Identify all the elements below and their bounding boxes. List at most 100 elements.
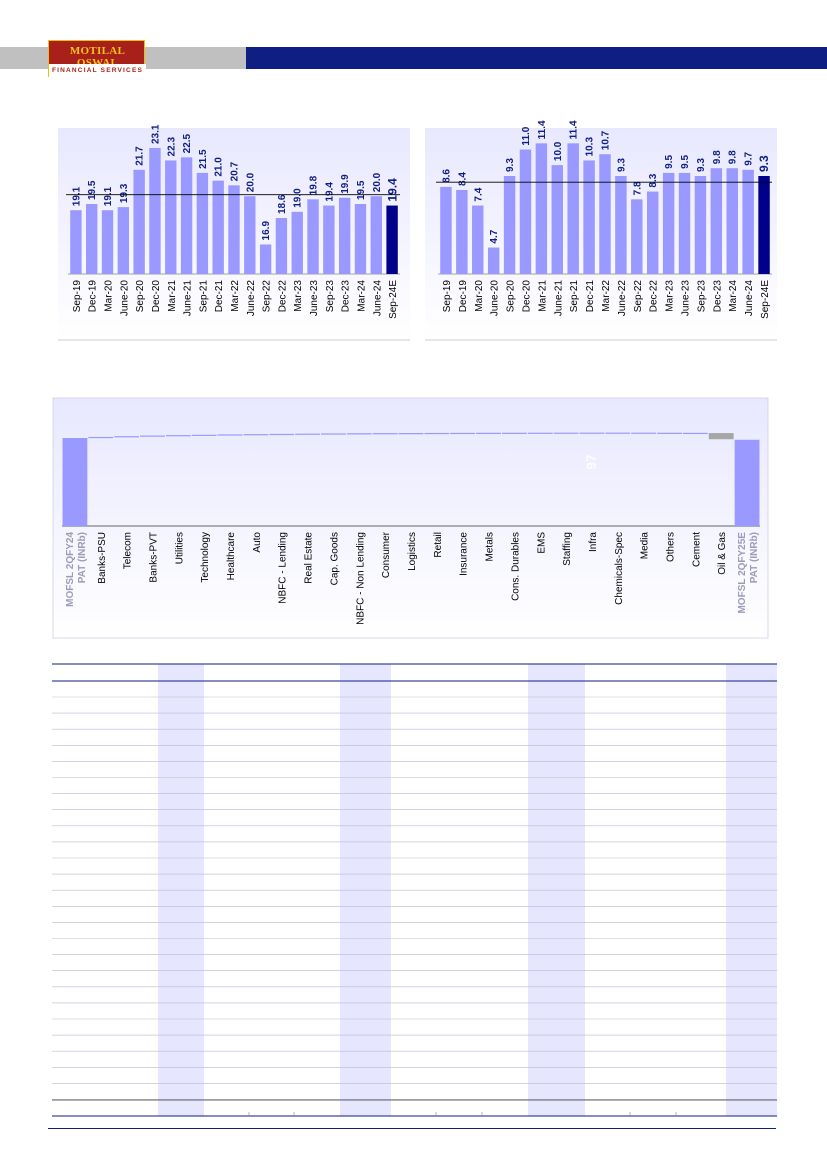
chart-3-category-label: Real Estate (304, 532, 315, 584)
chart-2-bar (694, 176, 707, 274)
chart-3-bar (527, 432, 553, 434)
chart-1-category-label: Dec-22 (277, 280, 288, 313)
chart-1-category-label: Mar-24 (356, 280, 367, 312)
chart-2-data-label: 8.6 (441, 169, 452, 183)
chart-1-bar (323, 205, 335, 274)
footer-divider (48, 1128, 776, 1129)
chart-3-bar (243, 434, 269, 436)
chart-2-category-label: Mar-24 (728, 280, 739, 312)
chart-2-data-label: 8.3 (648, 173, 659, 187)
chart-2-bar (503, 176, 516, 274)
chart-2-data-label: 9.5 (664, 155, 675, 169)
chart-1-category-label: Mar-21 (167, 280, 178, 312)
chart-1-data-label: 21.5 (198, 149, 209, 169)
chart-3-bar (682, 432, 708, 435)
chart-3-bar (657, 432, 682, 434)
chart-2-category-label: June-24 (744, 280, 755, 317)
chart-1-bar (149, 148, 161, 274)
chart-1-data-label: 19.8 (309, 175, 320, 195)
chart-1-data-label: 20.0 (245, 172, 256, 192)
chart-1-category-label: Mar-22 (230, 280, 241, 312)
chart-2-bar (678, 172, 691, 274)
chart-3-bar (372, 433, 398, 435)
chart-3-category-label: Metals (485, 532, 496, 561)
chart-1-bar (165, 160, 177, 274)
chart-3-category-label: Utilities (174, 532, 185, 564)
chart-2-category-label: Sep-23 (696, 280, 707, 313)
chart-3-category-label: Media (640, 532, 651, 560)
chart-3-category-label: NBFC - Non Lending (355, 532, 366, 625)
chart-1-data-label: 19.9 (340, 174, 351, 194)
chart-1-bar (101, 210, 114, 274)
chart-2-data-label: 10.3 (585, 137, 596, 157)
chart-1-category-label: Dec-20 (151, 280, 162, 313)
chart-3-category-label: PAT (INRb) (77, 532, 88, 583)
chart-2-category-label: Sep-24E (760, 280, 771, 319)
chart-2-data-label: 10.0 (553, 141, 564, 161)
chart-3-category-label: Insurance (459, 532, 470, 576)
chart-3-category-label: PAT (INRb) (749, 532, 760, 583)
chart-2-bar (440, 186, 452, 274)
chart-3-bar (140, 435, 165, 437)
chart-3-waterfall: MOFSL 2QFY24 PAT (INRb) Banks-PSU Telecom Ba… (52, 397, 769, 639)
chart-3-category-label: Cement (691, 532, 702, 567)
chart-3-category-label: Others (666, 532, 677, 562)
chart-2-data-label: 9.8 (728, 150, 739, 164)
chart-2-category-label: Dec-23 (712, 280, 723, 313)
chart-2-data-label: 9.3 (757, 155, 771, 172)
chart-1-bar (180, 157, 193, 274)
chart-1-category-label: June-23 (309, 280, 320, 317)
chart-3-bar (708, 433, 734, 440)
chart-3-category-label: Staffing (562, 532, 573, 566)
chart-1-bar (291, 211, 303, 274)
chart-1-data-label: 23.1 (150, 124, 161, 144)
chart-3-bar (62, 438, 88, 526)
chart-2-category-label: June-21 (553, 280, 564, 317)
chart-2-bar (599, 154, 611, 274)
chart-3-category-label: MOFSL 2QFY25E (737, 532, 748, 614)
chart-1-data-label: 21.7 (135, 146, 146, 166)
chart-3-category-label: Auto (252, 532, 263, 553)
chart-1-data-label: 21.0 (214, 157, 225, 177)
chart-2-data-label: 7.4 (473, 187, 484, 201)
chart-3-category-label: Oil & Gas (717, 532, 728, 575)
chart-2-category-label: Sep-20 (506, 280, 517, 313)
chart-2-bar (535, 143, 548, 274)
chart-3-category-label: Retail (433, 532, 444, 558)
chart-2-data-label: 9.7 (744, 151, 755, 165)
header-blue-band (246, 47, 827, 69)
chart-2-bar (551, 165, 564, 274)
chart-1-bar (133, 169, 145, 274)
chart-2-data-label: 7.8 (632, 181, 643, 195)
chart-3-category-label: Telecom (123, 532, 134, 569)
chart-1-bar (338, 197, 351, 274)
chart-1-bar (386, 205, 398, 274)
chart-2-category-label: Sep-21 (569, 280, 580, 313)
chart-1-bar (244, 196, 256, 274)
chart-3-bar (398, 433, 424, 435)
chart-3-bar (631, 432, 657, 434)
chart-3-bar (165, 435, 191, 437)
chart-3-bar (191, 434, 217, 436)
chart-3-bar (450, 432, 476, 435)
chart-1-category-label: Sep-20 (135, 280, 146, 313)
chart-1-category-label: Sep-22 (262, 280, 273, 313)
chart-2-category-label: Dec-22 (649, 280, 660, 313)
chart-1-data-label: 19.3 (119, 183, 130, 203)
chart-3-bar (295, 433, 321, 435)
chart-2-category-label: June-23 (681, 280, 692, 317)
chart-2-category-label: Mar-22 (601, 280, 612, 312)
chart-1-category-label: June-21 (183, 280, 194, 317)
chart-1-data-label: 19.0 (293, 188, 304, 208)
chart-1-bar (70, 210, 82, 274)
chart-3-bar (269, 433, 295, 436)
chart-3-category-label: Technology (200, 532, 211, 583)
chart-3-category-label: Infra (588, 532, 599, 552)
chart-1-category-label: Dec-23 (341, 280, 352, 313)
chart-3-bar (114, 436, 140, 438)
chart-3-category-label: Banks-PSU (97, 532, 108, 584)
chart-3-category-label: Logistics (407, 532, 418, 571)
chart-1-category-label: Sep-24E (388, 280, 399, 319)
chart-3-category-label: EMS (536, 532, 547, 554)
chart-2-data-label: 11.4 (569, 120, 580, 139)
